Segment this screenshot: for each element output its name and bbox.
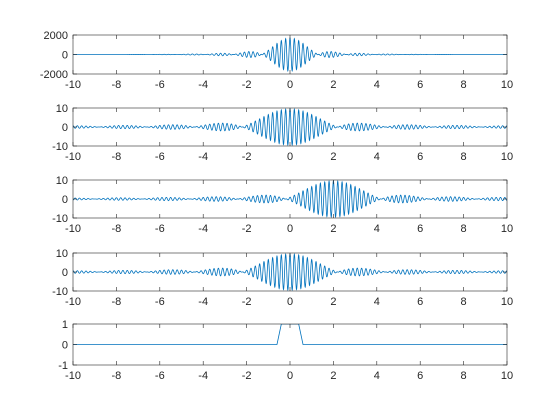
y-tick-label: -10 (52, 141, 68, 153)
x-tick-label: -2 (242, 223, 252, 235)
x-tick-label: -6 (155, 151, 165, 163)
x-tick-label: -4 (198, 79, 208, 91)
x-tick-label: -2 (242, 370, 252, 382)
subplot-4: -10 -8 -6 -4 -2 0 2 4 6 8 10 -10 0 10 (52, 248, 513, 308)
x-tick-label: 6 (417, 296, 423, 308)
axes-box (72, 252, 508, 292)
y-tick-label: 10 (56, 248, 68, 260)
x-tick-label: 2 (330, 79, 336, 91)
subplot-1: -10 -8 -6 -4 -2 0 2 4 6 8 10 -2000 0 2000 (40, 30, 513, 91)
x-tick-label: -2 (242, 151, 252, 163)
x-tick-label: 6 (417, 370, 423, 382)
y-tick-label: 0 (62, 340, 68, 352)
y-tick-label: 0 (62, 267, 68, 279)
x-tick-label: -8 (112, 151, 122, 163)
x-tick-label: 4 (374, 223, 380, 235)
x-tick-label: 0 (287, 296, 293, 308)
subplot-5: -10 -8 -6 -4 -2 0 2 4 6 8 10-101 (58, 319, 513, 382)
x-tick-label: 4 (374, 79, 380, 91)
y-tick-label: 2000 (44, 30, 68, 42)
series-line-1 (73, 253, 507, 291)
x-tick-label: 0 (287, 79, 293, 91)
subplot-2: -10 -8 -6 -4 -2 0 2 4 6 8 10 -10 0 10 (52, 103, 513, 163)
x-tick-label: 0 (287, 370, 293, 382)
y-tick-label: 0 (62, 50, 68, 62)
x-tick-label: 8 (461, 223, 467, 235)
x-tick-label: -2 (242, 296, 252, 308)
x-tick-label: 6 (417, 151, 423, 163)
y-tick-label: -10 (52, 213, 68, 225)
x-tick-label: -6 (155, 370, 165, 382)
x-tick-label: -10 (65, 296, 81, 308)
x-tick-label: -6 (155, 296, 165, 308)
x-tick-label: 8 (461, 370, 467, 382)
x-tick-label: 0 (287, 223, 293, 235)
x-tick-label: 10 (501, 370, 513, 382)
x-tick-label: -6 (155, 223, 165, 235)
x-tick-label: 10 (501, 151, 513, 163)
series-line-1 (73, 324, 507, 345)
x-tick-label: -10 (65, 370, 81, 382)
x-tick-label: 2 (330, 151, 336, 163)
x-tick-label: 10 (501, 223, 513, 235)
y-tick-label: 0 (62, 122, 68, 134)
y-tick-label: -1 (58, 360, 68, 372)
x-tick-label: 0 (287, 151, 293, 163)
x-tick-label: -4 (198, 223, 208, 235)
series-line-1 (73, 36, 507, 73)
x-tick-label: 2 (330, 370, 336, 382)
x-tick-label: -4 (198, 370, 208, 382)
x-tick-label: -10 (65, 79, 81, 91)
y-tick-label: -10 (52, 286, 68, 298)
y-tick-label: 0 (62, 194, 68, 206)
x-tick-label: -2 (242, 79, 252, 91)
x-tick-label: -4 (198, 151, 208, 163)
x-tick-label: 10 (501, 79, 513, 91)
x-tick-label: -6 (155, 79, 165, 91)
y-tick-label: 1 (62, 319, 68, 331)
x-tick-label: 8 (461, 151, 467, 163)
x-tick-label: -8 (112, 79, 122, 91)
subplot-3: -10 -8 -6 -4 -2 0 2 4 6 8 10 -10 0 10 (52, 175, 513, 235)
x-tick-label: 4 (374, 370, 380, 382)
x-tick-label: 6 (417, 79, 423, 91)
series-line-1 (73, 108, 507, 146)
x-tick-label: 2 (330, 296, 336, 308)
x-tick-label: 6 (417, 223, 423, 235)
x-tick-label: -10 (65, 151, 81, 163)
axes-box (72, 107, 508, 147)
x-tick-label: -10 (65, 223, 81, 235)
y-tick-label: 10 (56, 103, 68, 115)
x-tick-label: 8 (461, 79, 467, 91)
x-tick-label: 2 (330, 223, 336, 235)
y-tick-label: -2000 (40, 69, 68, 81)
x-tick-label: -8 (112, 223, 122, 235)
x-tick-label: -4 (198, 296, 208, 308)
x-tick-label: 4 (374, 296, 380, 308)
x-tick-label: -8 (112, 370, 122, 382)
x-tick-label: 4 (374, 151, 380, 163)
series-line-1 (73, 180, 507, 218)
y-tick-label: 10 (56, 175, 68, 187)
x-tick-label: -8 (112, 296, 122, 308)
x-tick-label: 10 (501, 296, 513, 308)
x-tick-label: 8 (461, 296, 467, 308)
